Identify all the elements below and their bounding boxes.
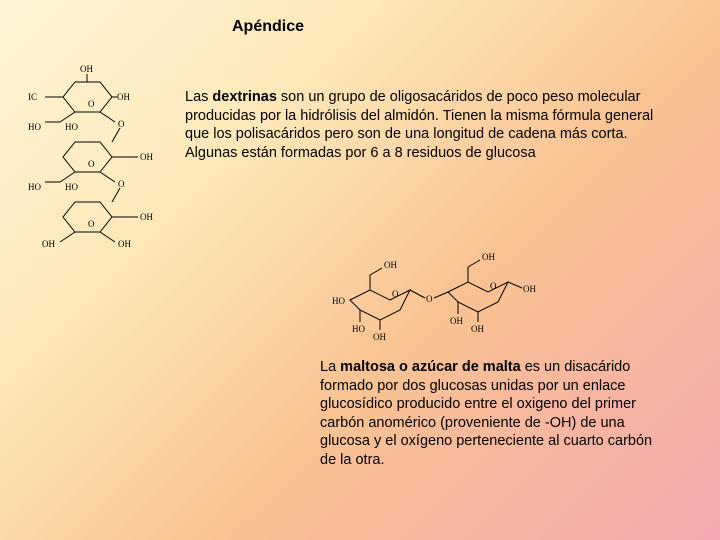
svg-text:HO: HO <box>28 122 41 132</box>
svg-text:OH: OH <box>373 332 386 342</box>
svg-text:O: O <box>392 289 399 299</box>
svg-text:HO: HO <box>65 122 78 132</box>
p1-prefix: Las <box>185 89 212 105</box>
svg-text:O: O <box>88 159 95 169</box>
svg-text:O: O <box>118 119 125 129</box>
svg-text:OH: OH <box>384 260 397 270</box>
svg-text:O: O <box>426 294 433 304</box>
svg-text:OH: OH <box>118 239 131 249</box>
svg-text:OH: OH <box>80 64 93 74</box>
p2-rest: es un disacárido formado por dos glucosa… <box>320 359 652 468</box>
svg-text:OH: OH <box>471 324 484 334</box>
maltose-structure: OH HO HO OH O O OH O OH OH OH <box>330 250 540 345</box>
svg-text:OH: OH <box>450 316 463 326</box>
svg-text:O: O <box>88 99 95 109</box>
svg-text:O: O <box>88 219 95 229</box>
svg-text:IC: IC <box>28 92 37 102</box>
dextrin-paragraph: Las dextrinas son un grupo de oligosacár… <box>185 88 665 162</box>
p2-bold: maltosa o azúcar de malta <box>340 359 521 375</box>
dextrin-structure: OH IC OH O HO HO O O HO HO OH O O OH OH … <box>20 62 170 252</box>
page-title: Apéndice <box>232 18 304 36</box>
svg-text:OH: OH <box>482 252 495 262</box>
svg-text:HO: HO <box>352 324 365 334</box>
svg-text:OH: OH <box>117 92 130 102</box>
maltose-paragraph: La maltosa o azúcar de malta es un disac… <box>320 358 660 469</box>
svg-text:OH: OH <box>42 239 55 249</box>
svg-text:OH: OH <box>523 284 536 294</box>
svg-text:HO: HO <box>65 182 78 192</box>
svg-text:O: O <box>118 179 125 189</box>
p2-prefix: La <box>320 359 340 375</box>
svg-text:OH: OH <box>140 152 153 162</box>
svg-text:OH: OH <box>140 212 153 222</box>
svg-text:HO: HO <box>332 296 345 306</box>
svg-text:HO: HO <box>28 182 41 192</box>
p1-bold: dextrinas <box>212 89 276 105</box>
svg-text:O: O <box>490 281 497 291</box>
